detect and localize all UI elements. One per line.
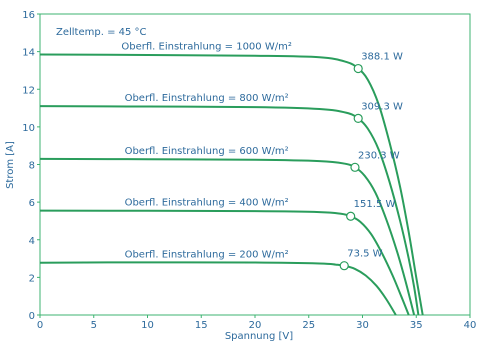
series-line [39, 105, 420, 316]
y-tick-label: 2 [29, 273, 35, 284]
mpp-point [339, 261, 349, 271]
plot-frame [39, 13, 471, 316]
x-axis-ticks: 0 5 10 15 20 25 30 35 40 [37, 315, 477, 331]
y-tick-label: 8 [29, 161, 35, 172]
series-line [39, 53, 424, 316]
temperature-annotation: Zelltemp. = 45 °C [56, 27, 147, 38]
y-tick-label: 10 [22, 123, 35, 134]
series-label: Oberfl. Einstrahlung = 200 W/m² [125, 250, 289, 261]
mpp-point [350, 162, 360, 172]
x-tick-label: 10 [141, 320, 154, 331]
x-tick-label: 35 [410, 320, 423, 331]
x-tick-label: 5 [91, 320, 97, 331]
y-tick-label: 12 [22, 85, 35, 96]
x-tick-label: 15 [195, 320, 208, 331]
series-label: Oberfl. Einstrahlung = 600 W/m² [125, 146, 289, 157]
series-label: Oberfl. Einstrahlung = 800 W/m² [125, 93, 289, 104]
y-tick-label: 14 [22, 48, 35, 59]
mpp-power-label: 309.3 W [361, 101, 403, 112]
y-axis-label: Strom [A] [5, 141, 16, 189]
y-axis-ticks: 0 2 4 6 8 10 12 14 16 [22, 10, 40, 322]
mpp-markers: 388.1 W 309.3 W 230.3 W 151.5 W 73.5 W [339, 52, 403, 271]
plot-area: 0 5 10 15 20 25 30 35 40 0 2 4 6 8 10 12 14 16 Oberfl. E… [22, 10, 476, 331]
y-tick-label: 6 [29, 198, 35, 209]
mpp-power-label: 230.3 W [358, 150, 400, 161]
mpp-point [346, 211, 356, 221]
series-labels: Oberfl. Einstrahlung = 1000 W/m² Oberfl. … [121, 41, 291, 260]
x-tick-label: 40 [464, 320, 477, 331]
series-line [39, 261, 397, 316]
x-axis-label: Spannung [V] [225, 331, 293, 341]
mpp-power-label: 151.5 W [354, 199, 396, 210]
mpp-point [353, 63, 363, 74]
series-line [39, 157, 416, 316]
y-tick-label: 16 [22, 10, 35, 21]
y-tick-label: 4 [29, 236, 35, 247]
x-tick-label: 25 [302, 320, 315, 331]
series-label: Oberfl. Einstrahlung = 1000 W/m² [121, 41, 291, 52]
mpp-power-label: 73.5 W [347, 249, 382, 260]
mpp-point [353, 113, 363, 124]
x-tick-label: 0 [37, 320, 43, 331]
x-tick-label: 20 [249, 320, 262, 331]
x-tick-label: 30 [356, 320, 369, 331]
mpp-power-label: 388.1 W [361, 52, 403, 63]
series-label: Oberfl. Einstrahlung = 400 W/m² [125, 198, 289, 209]
y-tick-label: 0 [29, 311, 35, 322]
